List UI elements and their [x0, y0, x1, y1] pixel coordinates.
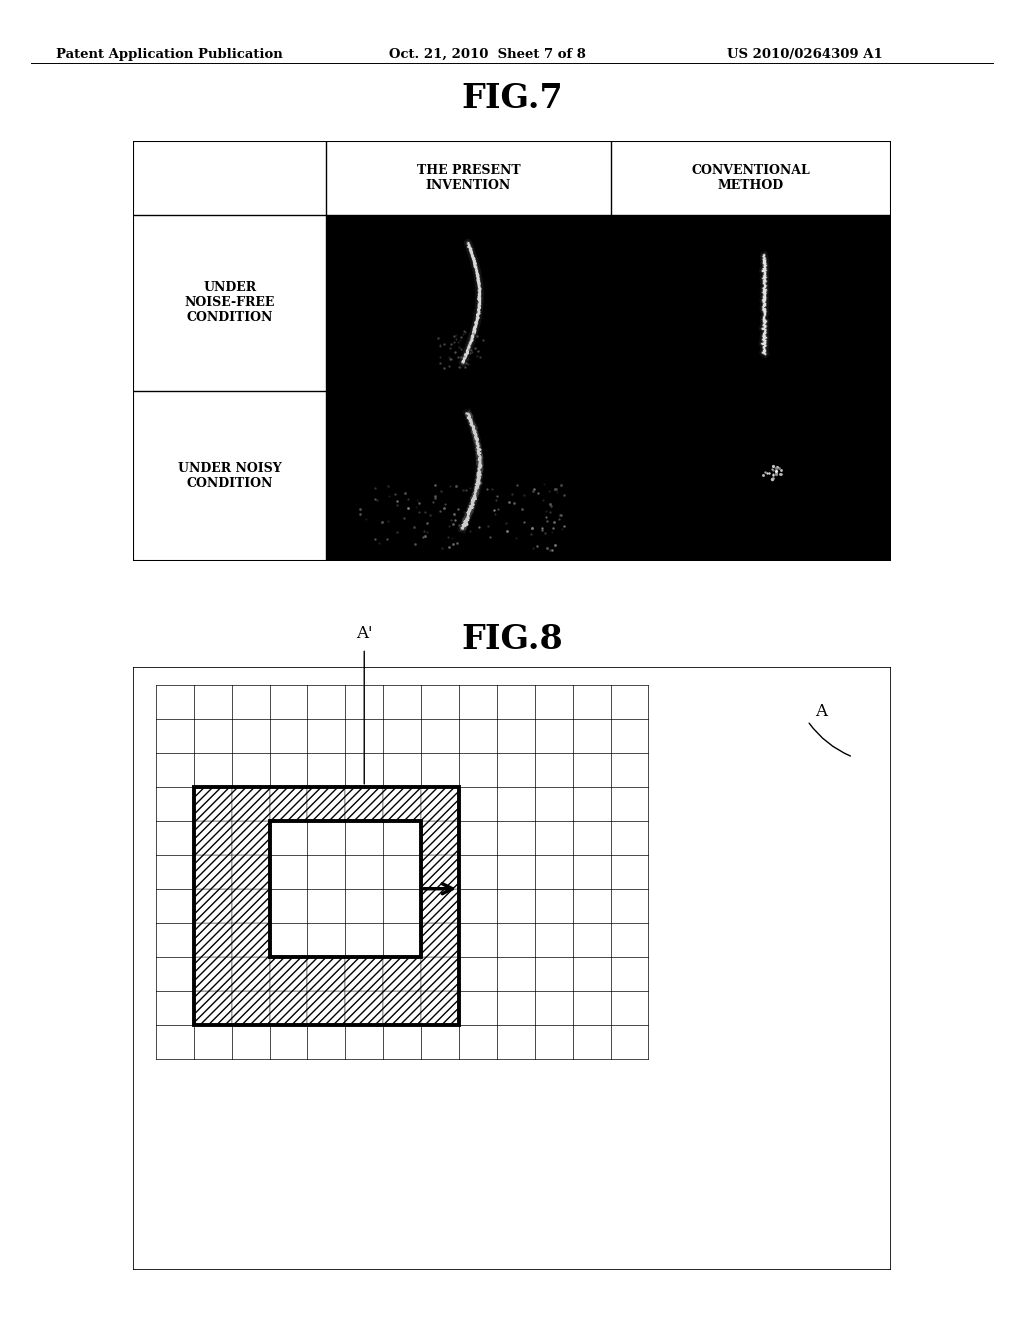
- Bar: [231, 787, 269, 821]
- Bar: [194, 923, 231, 957]
- Bar: [269, 787, 307, 821]
- Bar: [383, 991, 421, 1024]
- Text: THE PRESENT
INVENTION: THE PRESENT INVENTION: [417, 164, 520, 191]
- Bar: [421, 821, 459, 855]
- Bar: [307, 787, 345, 821]
- Bar: [383, 957, 421, 991]
- Bar: [345, 957, 383, 991]
- Text: FIG.7: FIG.7: [461, 82, 563, 115]
- Bar: [231, 855, 269, 888]
- Bar: [421, 991, 459, 1024]
- Bar: [194, 888, 231, 923]
- Bar: [194, 957, 231, 991]
- Bar: [194, 821, 231, 855]
- Text: A': A': [356, 626, 373, 643]
- Bar: [327, 391, 610, 561]
- Text: UNDER NOISY
CONDITION: UNDER NOISY CONDITION: [178, 462, 282, 490]
- Bar: [231, 821, 269, 855]
- Bar: [610, 391, 891, 561]
- Bar: [345, 787, 383, 821]
- Bar: [231, 888, 269, 923]
- Bar: [194, 855, 231, 888]
- Bar: [421, 957, 459, 991]
- Bar: [345, 991, 383, 1024]
- Bar: [231, 991, 269, 1024]
- Bar: [421, 855, 459, 888]
- Bar: [307, 957, 345, 991]
- Bar: [421, 888, 459, 923]
- Bar: [194, 787, 459, 1024]
- Bar: [421, 923, 459, 957]
- Bar: [194, 991, 231, 1024]
- Bar: [269, 991, 307, 1024]
- Bar: [194, 787, 231, 821]
- Text: US 2010/0264309 A1: US 2010/0264309 A1: [727, 48, 883, 61]
- Text: CONVENTIONAL
METHOD: CONVENTIONAL METHOD: [691, 164, 810, 191]
- Text: A: A: [815, 702, 827, 719]
- Bar: [231, 923, 269, 957]
- Text: FIG.8: FIG.8: [461, 623, 563, 656]
- Bar: [269, 821, 421, 957]
- Bar: [307, 991, 345, 1024]
- Bar: [610, 215, 891, 391]
- Text: UNDER
NOISE-FREE
CONDITION: UNDER NOISE-FREE CONDITION: [184, 281, 274, 325]
- Bar: [383, 787, 421, 821]
- Bar: [231, 957, 269, 991]
- Bar: [327, 215, 610, 391]
- Text: Oct. 21, 2010  Sheet 7 of 8: Oct. 21, 2010 Sheet 7 of 8: [389, 48, 586, 61]
- Text: Patent Application Publication: Patent Application Publication: [56, 48, 283, 61]
- Bar: [269, 957, 307, 991]
- Bar: [421, 787, 459, 821]
